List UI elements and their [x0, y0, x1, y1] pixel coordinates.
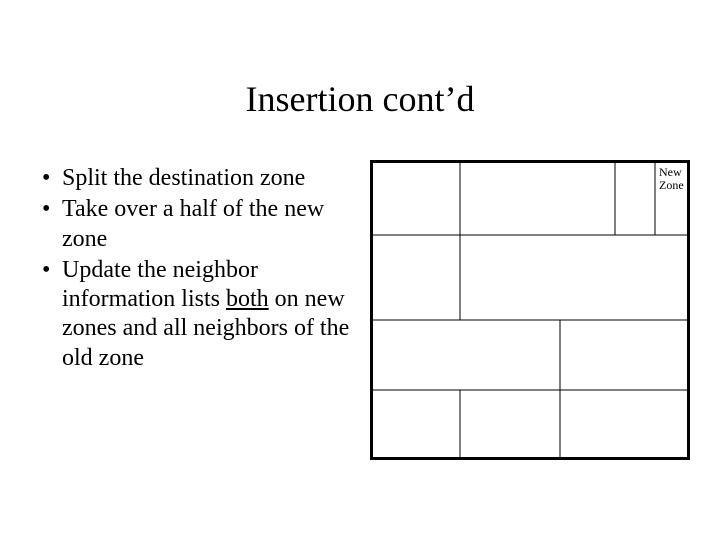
slide-title: Insertion cont’d	[0, 78, 720, 120]
bullet-text-underline: both	[226, 286, 269, 312]
bullet-item: Update the neighbor information lists bo…	[40, 256, 350, 373]
bullet-list: Split the destination zone Take over a h…	[40, 164, 350, 375]
new-zone-label-line2: Zone	[659, 178, 684, 192]
bullet-text-pre: Take over a half of the new zone	[62, 196, 324, 251]
zone-diagram-svg	[370, 160, 690, 460]
bullet-item: Split the destination zone	[40, 164, 350, 193]
new-zone-label: New Zone	[659, 166, 684, 191]
zone-diagram: New Zone	[370, 160, 690, 460]
bullet-text-pre: Split the destination zone	[62, 165, 305, 191]
bullet-item: Take over a half of the new zone	[40, 195, 350, 254]
